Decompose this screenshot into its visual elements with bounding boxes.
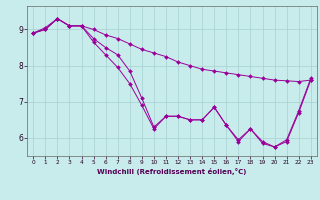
- X-axis label: Windchill (Refroidissement éolien,°C): Windchill (Refroidissement éolien,°C): [97, 168, 247, 175]
